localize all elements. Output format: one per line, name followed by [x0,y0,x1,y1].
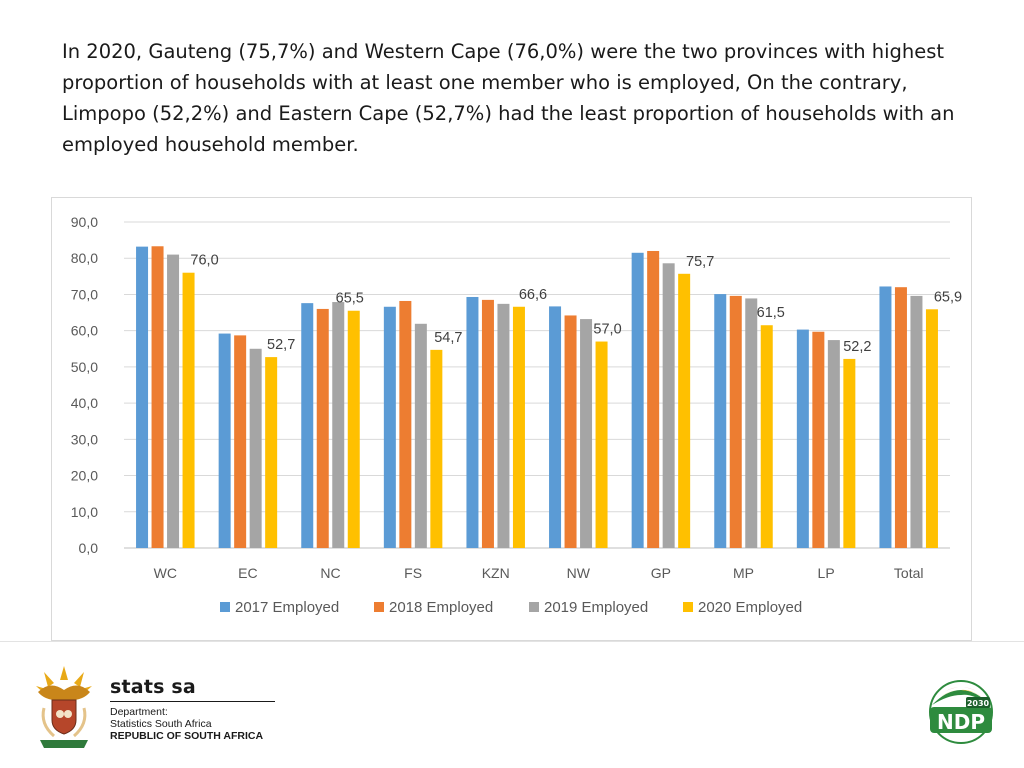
bar [662,263,675,548]
bar [879,286,892,548]
legend-entry: 2017 Employed [235,599,339,616]
department-name: Statistics South Africa [110,718,212,730]
bar [332,302,345,548]
bar [383,306,396,548]
legend-swatch [529,602,539,612]
ndp-logo-text: NDP [937,710,985,734]
bar [249,348,262,548]
ndp-2030-logo: NDP 2030 [926,679,996,745]
bar [316,308,329,548]
department-label: Department: [110,706,168,718]
bar [925,309,938,548]
legend-entry: 2019 Employed [544,599,648,616]
bar [234,335,247,548]
data-label: 65,9 [934,289,962,305]
y-tick-label: 40,0 [71,395,98,411]
legend-swatch [374,602,384,612]
y-tick-label: 60,0 [71,323,98,339]
x-tick-label: WC [154,565,177,581]
bar [512,306,525,548]
data-label: 57,0 [593,322,621,338]
bar [481,299,494,548]
legend-swatch [683,602,693,612]
bar [796,329,809,548]
bar [631,252,644,548]
x-tick-label: Total [894,565,924,581]
chart-container: 0,0 10,0 20,0 30,0 40,0 50,0 60,0 70,0 80,0 90,0 W… [51,197,972,641]
country-name: REPUBLIC OF SOUTH AFRICA [110,730,264,742]
bar [182,272,195,548]
bar [745,298,758,548]
brand-name: stats sa [110,676,275,702]
legend-swatch [220,602,230,612]
bar [580,319,593,548]
y-tick-label: 50,0 [71,359,98,375]
ndp-year-text: 2030 [967,699,990,708]
bar [549,306,562,548]
x-tick-label: KZN [482,565,510,581]
x-tick-label: MP [733,565,754,581]
bar [430,349,443,548]
bar [564,315,577,548]
bar [760,325,773,548]
bar [812,331,825,548]
bar [497,303,510,548]
bar [910,295,923,548]
bar [347,310,360,548]
data-label: 76,0 [190,253,218,269]
data-label: 65,5 [336,291,364,307]
y-tick-label: 10,0 [71,504,98,520]
y-tick-label: 30,0 [71,431,98,447]
bar [595,341,608,548]
bar [466,296,479,548]
bar [151,246,164,548]
x-tick-label: GP [651,565,671,581]
x-tick-label: NW [567,565,591,581]
legend-entry: 2020 Employed [698,599,802,616]
bar [894,287,907,548]
x-tick-label: EC [238,565,257,581]
stats-sa-brand: stats sa Department: Statistics South Af… [110,676,275,742]
x-tick-label: LP [818,565,835,581]
bar [301,303,314,548]
bar [843,358,856,548]
bar [414,323,427,548]
bar [827,340,840,548]
bar [647,250,660,548]
data-label: 52,2 [843,339,871,355]
bar [729,295,742,548]
bar [167,254,180,548]
bar [399,300,412,548]
y-tick-label: 20,0 [71,468,98,484]
coat-of-arms-logo [30,662,98,750]
y-tick-label: 0,0 [79,540,99,556]
x-tick-label: FS [404,565,422,581]
x-tick-label: NC [320,565,340,581]
footer-divider [0,641,1024,642]
y-tick-label: 80,0 [71,250,98,266]
data-label: 66,6 [519,287,547,303]
y-tick-label: 90,0 [71,214,98,230]
y-tick-label: 70,0 [71,286,98,302]
data-label: 54,7 [434,330,462,346]
legend-entry: 2018 Employed [389,599,493,616]
data-label: 61,5 [757,305,785,321]
bar [678,273,691,548]
data-label: 75,7 [686,254,714,270]
data-label: 52,7 [267,337,295,353]
bar [218,333,231,548]
intro-paragraph: In 2020, Gauteng (75,7%) and Western Cap… [62,40,955,156]
bar [714,294,727,548]
employment-bar-chart: 0,0 10,0 20,0 30,0 40,0 50,0 60,0 70,0 80,0 90,0 W… [71,214,962,616]
bar [265,357,278,548]
bar [136,246,149,548]
